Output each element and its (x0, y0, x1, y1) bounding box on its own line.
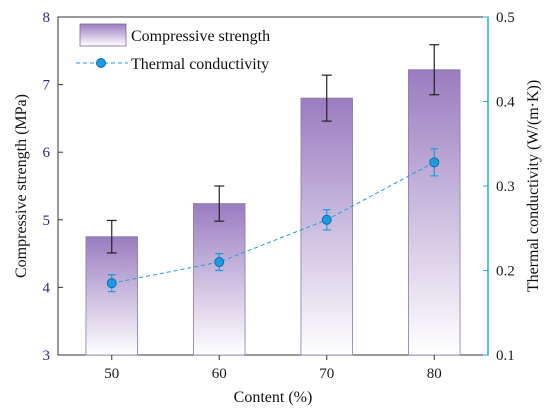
point-50 (106, 278, 117, 289)
x-tick-label-80: 80 (427, 366, 442, 382)
y-left-tick-label-7: 7 (43, 78, 51, 94)
point-60 (214, 257, 225, 268)
x-axis-title: Content (%) (234, 389, 313, 406)
y-right-tick-label-0.4: 0.4 (496, 95, 515, 111)
y-left-tick-label-5: 5 (43, 213, 51, 229)
y-left-tick-label-8: 8 (43, 10, 51, 26)
point-80 (429, 157, 440, 168)
legend-bar-swatch (79, 23, 127, 47)
y-left-tick-label-4: 4 (43, 280, 51, 296)
legend-line-label: Thermal conductivity (131, 56, 269, 73)
x-tick-label-70: 70 (319, 366, 334, 382)
y-left-axis-title: Compressive strength (MPa) (13, 94, 30, 278)
y-right-axis-title: Thermal conductivity (W/(m·K)) (525, 80, 542, 292)
legend-bar-label: Compressive strength (131, 28, 270, 45)
x-tick-label-60: 60 (212, 366, 227, 382)
x-tick-label-50: 50 (104, 366, 119, 382)
legend-line-marker (96, 58, 106, 68)
y-left-tick-label-3: 3 (43, 348, 51, 364)
y-right-tick-label-0.2: 0.2 (496, 264, 515, 280)
bar-80 (408, 69, 461, 356)
bar-50 (85, 236, 138, 356)
y-right-tick-label-0.1: 0.1 (496, 348, 515, 364)
y-left-tick-label-6: 6 (43, 145, 51, 161)
legend: Compressive strength Thermal conductivit… (76, 23, 270, 73)
y-right-tick-label-0.3: 0.3 (496, 179, 515, 195)
y-right-tick-label-0.5: 0.5 (496, 10, 515, 26)
point-70 (321, 214, 332, 225)
bar-60 (193, 203, 246, 356)
